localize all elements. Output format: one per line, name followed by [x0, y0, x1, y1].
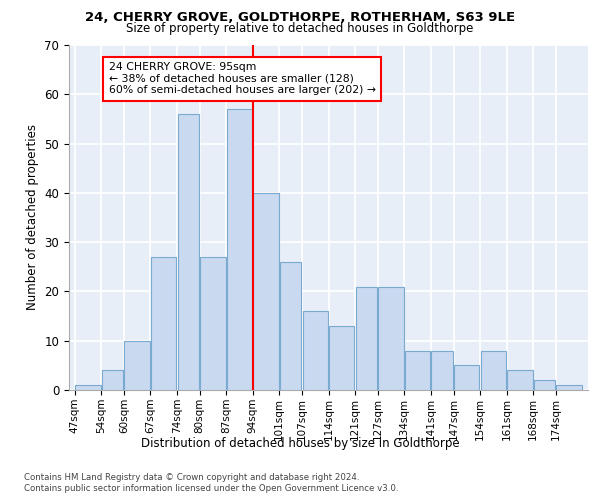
Bar: [75, 385, 101, 390]
Text: Distribution of detached houses by size in Goldthorpe: Distribution of detached houses by size …: [140, 438, 460, 450]
Bar: [280, 262, 301, 390]
Text: 24, CHERRY GROVE, GOLDTHORPE, ROTHERHAM, S63 9LE: 24, CHERRY GROVE, GOLDTHORPE, ROTHERHAM,…: [85, 11, 515, 24]
Bar: [379, 286, 404, 390]
Bar: [481, 350, 506, 390]
Bar: [405, 350, 430, 390]
Bar: [556, 385, 582, 390]
Bar: [102, 370, 124, 390]
Bar: [431, 350, 453, 390]
Bar: [533, 380, 555, 390]
Bar: [227, 109, 252, 390]
Bar: [124, 340, 150, 390]
Bar: [329, 326, 355, 390]
Text: Contains HM Land Registry data © Crown copyright and database right 2024.: Contains HM Land Registry data © Crown c…: [24, 472, 359, 482]
Y-axis label: Number of detached properties: Number of detached properties: [26, 124, 39, 310]
Text: Size of property relative to detached houses in Goldthorpe: Size of property relative to detached ho…: [127, 22, 473, 35]
Text: 24 CHERRY GROVE: 95sqm
← 38% of detached houses are smaller (128)
60% of semi-de: 24 CHERRY GROVE: 95sqm ← 38% of detached…: [109, 62, 376, 96]
Bar: [454, 366, 479, 390]
Bar: [302, 311, 328, 390]
Bar: [356, 286, 377, 390]
Bar: [151, 257, 176, 390]
Bar: [253, 193, 278, 390]
Text: Contains public sector information licensed under the Open Government Licence v3: Contains public sector information licen…: [24, 484, 398, 493]
Bar: [178, 114, 199, 390]
Bar: [507, 370, 533, 390]
Bar: [200, 257, 226, 390]
